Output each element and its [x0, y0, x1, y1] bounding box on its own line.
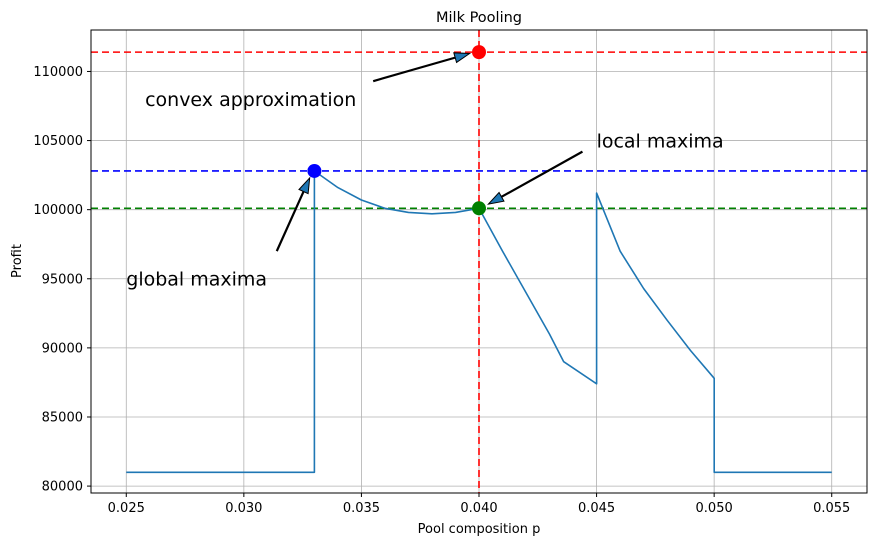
x-tick-label: 0.030 — [225, 501, 262, 516]
x-tick-label: 0.055 — [813, 501, 850, 516]
annotation-arrow-head — [453, 52, 472, 64]
y-tick-label: 95000 — [42, 272, 83, 287]
annotation-arrow-shaft — [275, 191, 305, 252]
x-tick-label: 0.040 — [460, 501, 497, 516]
x-axis-ticks: 0.025 0.030 0.035 0.040 0.045 0.050 0.055 — [108, 493, 850, 516]
points-group — [307, 45, 486, 216]
x-tick-label: 0.045 — [578, 501, 615, 516]
annotation-arrow-head — [298, 176, 311, 195]
y-tick-label: 85000 — [42, 410, 83, 425]
x-tick-label: 0.035 — [343, 501, 380, 516]
annotation-arrow-shaft — [372, 56, 456, 83]
y-axis-ticks: 80000 85000 90000 95000 100000 105000 110000 — [33, 65, 91, 495]
series-group — [126, 170, 832, 474]
y-tick-label: 105000 — [33, 134, 83, 149]
x-tick-label: 0.050 — [696, 501, 733, 516]
annotation-label: convex approximation — [145, 89, 356, 111]
y-tick-label: 90000 — [42, 341, 83, 356]
x-axis-label: Pool composition p — [418, 522, 541, 537]
annotation-arrow-shaft — [500, 150, 584, 198]
y-tick-label: 100000 — [33, 203, 83, 218]
x-tick-label: 0.025 — [108, 501, 145, 516]
highlight-point — [307, 163, 322, 178]
annotation-arrow-head — [487, 191, 505, 205]
y-axis-label: Profit — [10, 244, 25, 278]
highlight-point — [472, 45, 486, 60]
profit-series-line — [126, 170, 832, 474]
y-tick-label: 80000 — [42, 480, 83, 495]
highlight-point — [472, 201, 486, 216]
chart-title: Milk Pooling — [436, 10, 522, 26]
annotation-label: local maxima — [597, 130, 724, 152]
annotations-group: convex approximation local maxima global m… — [126, 52, 724, 291]
annotation-label: global maxima — [126, 269, 267, 291]
y-tick-label: 110000 — [33, 65, 83, 80]
